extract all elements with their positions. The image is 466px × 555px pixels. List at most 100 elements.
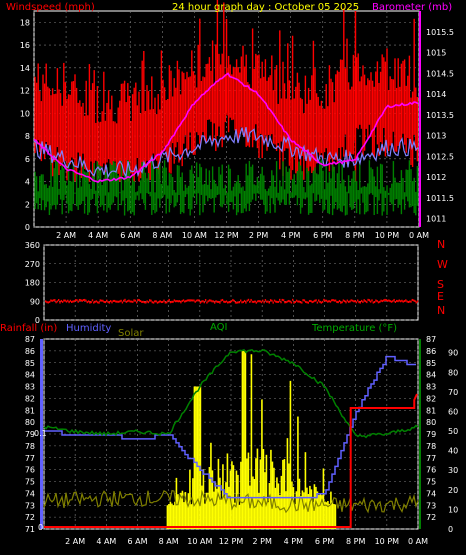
direction-point [111,301,113,304]
direction-point [328,300,330,303]
direction-point [366,301,368,304]
direction-point [158,301,160,304]
direction-point [191,299,194,302]
top-time-tick: 4 PM [281,231,300,240]
direction-point [320,301,322,304]
top-time-tick: 2 AM [56,231,76,240]
direction-point [233,299,235,302]
baro-tick-label: 1013 [426,132,446,141]
direction-point [307,301,309,304]
temp-right-tick: 79 [426,430,436,439]
baro-tick-label: 1014 [426,90,446,99]
direction-point [319,300,321,303]
temp-left-tick: 82 [25,394,35,403]
direction-point [68,301,70,304]
temp-left-tick: 78 [25,442,35,451]
compass-label: N [437,238,445,251]
direction-point [171,300,173,303]
direction-point [47,301,49,304]
direction-point [137,298,139,301]
direction-point [58,299,60,302]
direction-point [321,300,324,303]
direction-point [272,301,274,304]
direction-point [234,301,237,304]
direction-point [294,300,296,303]
temp-right-tick: 73 [426,501,436,510]
direction-point [186,299,189,302]
direction-point [406,300,408,303]
direction-point [353,300,355,303]
temp-right-tick: 82 [426,394,436,403]
direction-point [311,301,313,304]
temp-right-tick: 84 [426,371,436,380]
direction-point [152,301,155,304]
direction-point [65,300,68,303]
direction-point [217,300,220,303]
direction-point [176,300,178,303]
temp-right-tick: 87 [426,335,436,344]
bottom-time-tick: 4 PM [284,537,303,546]
direction-point [112,299,114,302]
direction-point [77,300,79,303]
direction-point [102,299,104,302]
bottom-time-tick: 6 PM [315,537,334,546]
temp-left-tick: 73 [25,501,35,510]
direction-point [48,300,51,303]
direction-point [327,300,329,303]
direction-point [347,300,350,303]
direction-point [276,300,278,303]
direction-tick-label: 270 [25,260,40,269]
direction-point [117,300,120,303]
direction-point [305,300,307,303]
temp-left-tick: 83 [25,383,35,392]
direction-point [338,299,341,302]
direction-point [364,300,367,303]
direction-point [214,301,216,304]
direction-point [289,300,291,303]
direction-point [359,301,361,304]
direction-point [325,299,328,302]
windspeed-axis-title: Windspeed (mph) [6,2,95,13]
temp-left-tick: 71 [25,525,35,534]
direction-point [104,301,107,304]
direction-point [50,299,52,302]
direction-point [143,301,146,304]
temperature-line [43,348,419,439]
direction-point [51,299,53,302]
direction-point [124,298,126,301]
baro-tick-label: 1015.5 [426,28,454,37]
direction-point [93,301,95,304]
aqi-line [43,489,419,514]
direction-point [282,299,285,302]
direction-point [159,300,161,303]
bottom-time-tick: 10 AM [187,537,212,546]
direction-point [384,298,386,301]
direction-point [173,299,176,302]
direction-point [355,301,358,304]
humidity-right-tick: 10 [448,505,458,514]
direction-point [178,300,181,303]
direction-point [126,300,129,303]
direction-point [160,301,163,304]
direction-point [323,298,325,301]
direction-point [389,300,391,303]
compass-label: N [437,304,445,317]
direction-point [182,299,185,302]
humidity-line [44,355,416,499]
rainfall-label: Rainfall (in) [0,323,57,334]
direction-point [203,301,205,304]
direction-point [336,300,338,303]
direction-point [247,298,250,301]
direction-point [345,301,347,304]
top-time-tick: 8 AM [152,231,172,240]
humidity-label: Humidity [66,323,111,334]
bottom-time-tick: 8 AM [159,537,179,546]
direction-point [56,300,59,303]
direction-point [155,300,157,303]
direction-point [113,299,116,302]
direction-point [410,300,412,303]
direction-point [82,299,85,302]
direction-point [318,299,320,302]
wind-tick-label: 12 [20,87,30,96]
